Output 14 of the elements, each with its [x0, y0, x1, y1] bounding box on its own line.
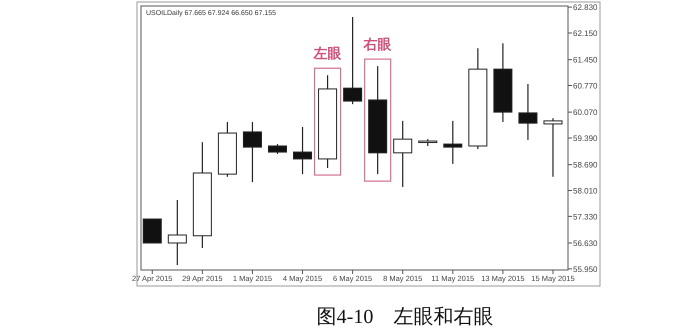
ytick: 57.330 [573, 212, 598, 222]
ytick: 60.770 [573, 82, 598, 90]
ytick: 58.690 [573, 160, 598, 170]
ytick: 59.390 [573, 134, 598, 143]
ytick: 55.950 [573, 264, 598, 274]
ytick: 56.630 [573, 239, 598, 248]
ytick: 62.830 [573, 3, 598, 12]
ytick: 62.150 [573, 29, 598, 38]
annotation: 右眼 [364, 38, 392, 54]
ytick: 60.070 [573, 108, 598, 118]
ytick: 61.450 [573, 56, 598, 65]
title: 图4-10 左眼和右眼 [316, 306, 494, 328]
annotation: 左眼 [314, 47, 342, 62]
ytick: 58.010 [573, 186, 598, 196]
